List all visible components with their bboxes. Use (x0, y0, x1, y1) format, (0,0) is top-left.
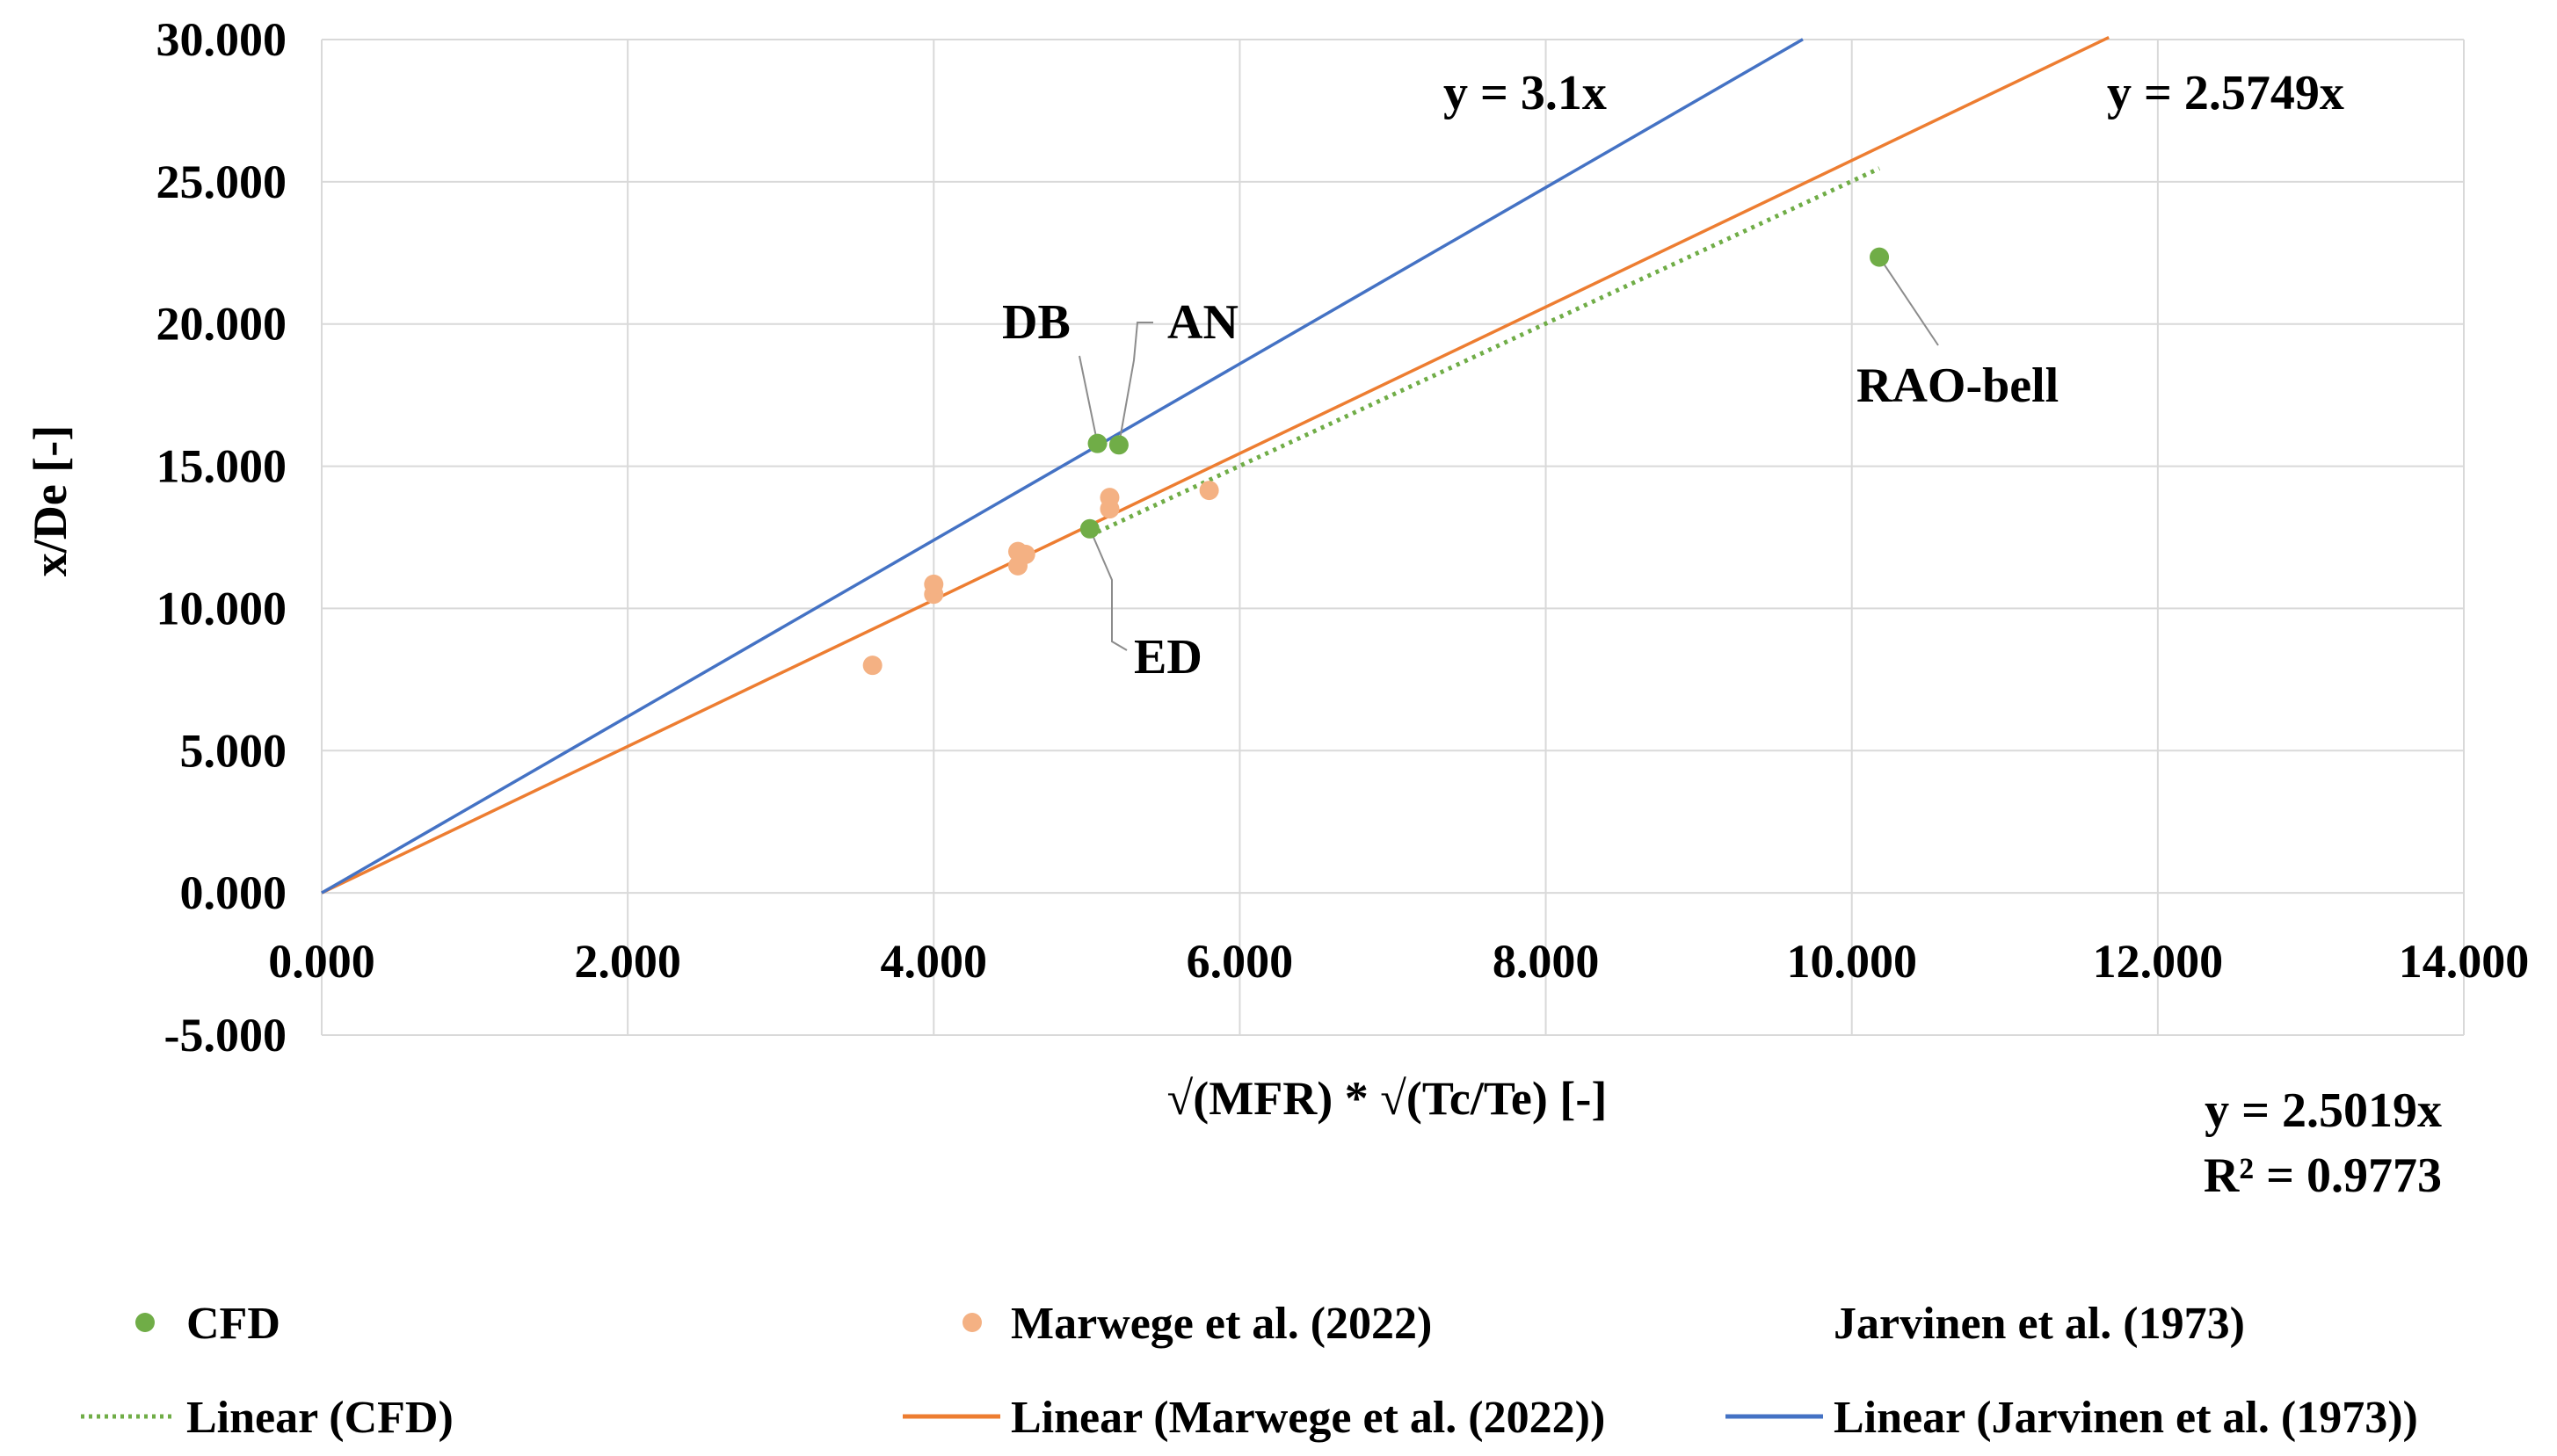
y-tick-label: 30.000 (156, 13, 287, 66)
y-tick-label: 20.000 (156, 298, 287, 351)
y-axis-label: x/De [-] (24, 425, 76, 576)
legend-label-marwege: Marwege et al. (2022) (1011, 1299, 1432, 1349)
cfd-point (1079, 518, 1100, 539)
legend-marker-cfd (135, 1313, 155, 1332)
trendline-jarvinen (321, 38, 1804, 895)
legend-label-jarvinen: Jarvinen et al. (1973) (1834, 1299, 2245, 1349)
y-tick-label: 10.000 (156, 582, 287, 634)
y-tick-label: 25.000 (156, 156, 287, 208)
legend-label-cfd: CFD (186, 1299, 280, 1349)
label-ed: ED (1134, 630, 1202, 685)
leader-db (1079, 355, 1099, 444)
tick-labels: 30.000 25.000 20.000 15.000 10.000 5.000 0.000… (156, 13, 2530, 1061)
marwege-point (924, 574, 944, 594)
equation-jarvinen: y = 3.1x (1443, 66, 1607, 120)
trendlines (321, 35, 2110, 895)
equation-cfd: y = 2.5019x (2205, 1083, 2442, 1138)
y-tick-label: 0.000 (180, 866, 287, 919)
legend-label-linear-jarvinen: Linear (Jarvinen et al. (1973)) (1834, 1393, 2418, 1443)
x-axis-label: √(MFR) * √(Tc/Te) [-] (1167, 1072, 1608, 1125)
marwege-point (1199, 481, 1219, 501)
marwege-point (862, 656, 883, 676)
x-tick-label: 4.000 (881, 935, 988, 988)
label-rao-bell: RAO-bell (1856, 359, 2059, 413)
legend-label-linear-marwege: Linear (Marwege et al. (2022)) (1011, 1393, 1605, 1443)
x-tick-label: 2.000 (574, 935, 681, 988)
legend-label-linear-cfd: Linear (CFD) (186, 1393, 454, 1443)
y-tick-label: 15.000 (156, 440, 287, 493)
cfd-point (1108, 435, 1129, 455)
x-tick-label: 6.000 (1187, 935, 1294, 988)
x-tick-label: 14.000 (2399, 935, 2530, 988)
annotation-leaders (1079, 257, 1939, 651)
r-squared-cfd: R² = 0.9773 (2204, 1148, 2442, 1203)
legend: CFD Marwege et al. (2022) Jarvinen et al… (81, 1299, 2418, 1443)
cfd-point (1870, 247, 1890, 267)
x-tick-label: 12.000 (2093, 935, 2224, 988)
x-tick-label: 0.000 (268, 935, 375, 988)
trendline-marwege (321, 35, 2110, 895)
legend-marker-marwege (963, 1313, 982, 1332)
cfd-point (1087, 433, 1108, 453)
leader-rao-bell (1878, 257, 1939, 346)
data-points (862, 247, 1890, 676)
y-tick-label: -5.000 (164, 1009, 287, 1061)
grid (321, 39, 2465, 1036)
x-tick-label: 8.000 (1493, 935, 1600, 988)
label-db: DB (1002, 295, 1071, 350)
y-tick-label: 5.000 (180, 724, 287, 777)
x-tick-label: 10.000 (1786, 935, 1917, 988)
leader-an (1117, 322, 1153, 445)
leader-ed (1088, 528, 1128, 651)
marwege-point (1015, 544, 1035, 564)
marwege-point (1100, 488, 1120, 508)
label-an: AN (1167, 295, 1239, 350)
equation-marwege: y = 2.5749x (2107, 66, 2344, 120)
